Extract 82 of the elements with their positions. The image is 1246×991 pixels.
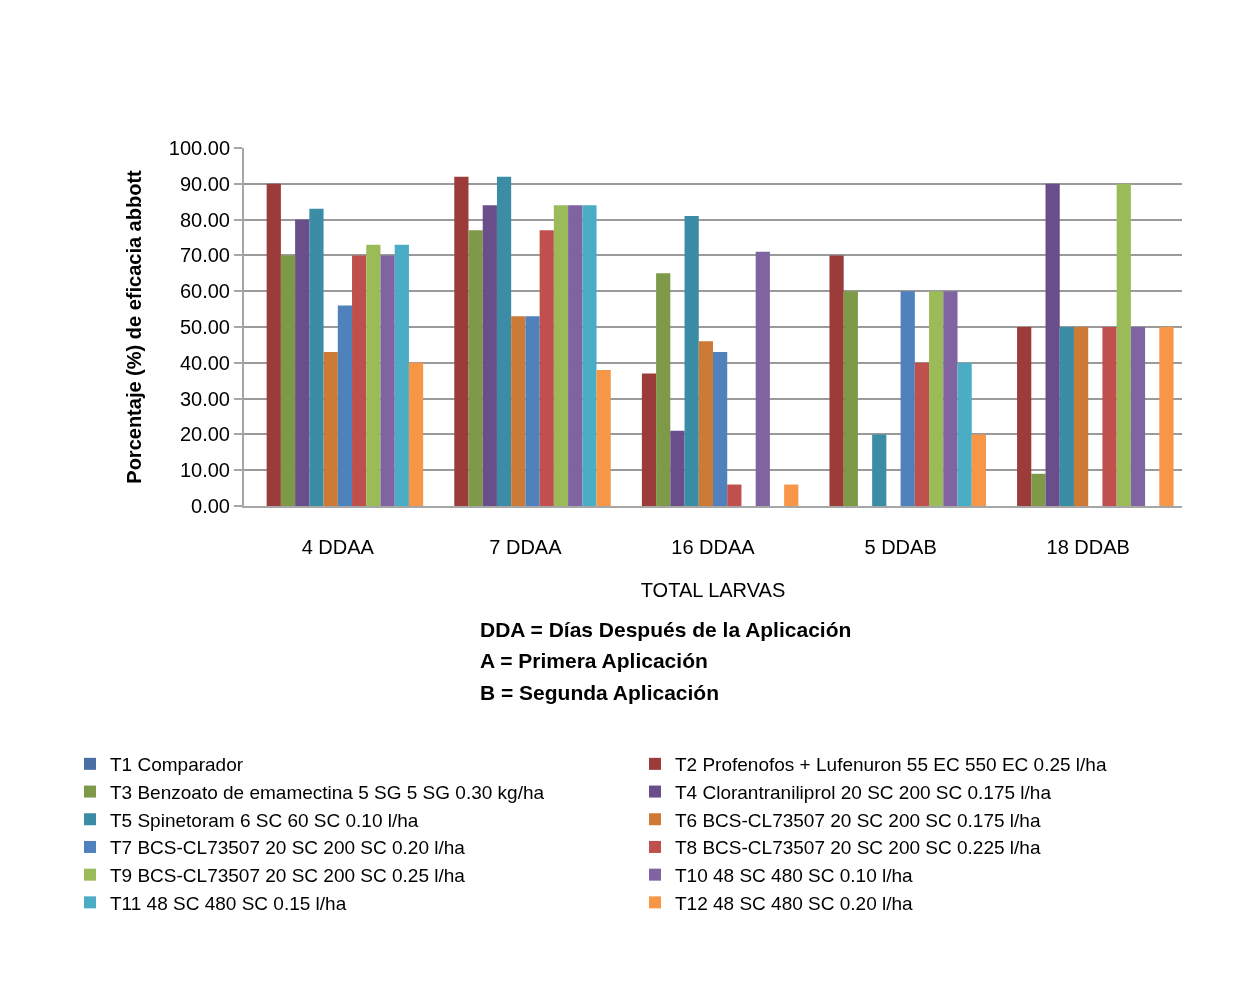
bar (656, 273, 671, 506)
bar (713, 352, 728, 506)
bar (366, 244, 381, 506)
bar (380, 255, 395, 506)
bar (323, 352, 338, 506)
bar (1130, 327, 1146, 506)
y-tick-label: 20.00 (179, 423, 230, 446)
text: DDA = Días Después de la Aplicación (480, 618, 852, 641)
legend-label: T12 48 SC 480 SC 0.20 l/ha (675, 892, 914, 914)
y-tick-label: 100.00 (168, 137, 230, 159)
bar (539, 230, 554, 506)
bar (1159, 327, 1174, 506)
bar (957, 362, 972, 506)
legend-label: T5 Spinetoram 6 SC 60 SC 0.10 l/ha (110, 809, 419, 831)
bar (408, 362, 424, 506)
y-tick-label: 80.00 (179, 208, 230, 231)
y-tick-label: 10.00 (179, 459, 230, 482)
bar (755, 251, 770, 506)
x-axis-title: TOTAL LARVAS (640, 579, 786, 601)
y-axis-title: Porcentaje (%) de eficacia abbott (122, 169, 145, 484)
y-tick-label: 40.00 (179, 351, 230, 374)
bar (872, 434, 887, 506)
legend-label: T1 Comparador (110, 754, 244, 776)
legend-label: T10 48 SC 480 SC 0.10 l/ha (675, 865, 914, 887)
x-tick-label: 4 DDAA (301, 536, 375, 558)
y-tick-label: 0.00 (191, 495, 230, 517)
bar (900, 291, 915, 506)
bar (698, 341, 713, 506)
y-tick-label: 60.00 (179, 280, 230, 303)
bar (929, 291, 944, 506)
bar (553, 205, 569, 506)
bar (352, 255, 367, 506)
bar (525, 316, 540, 506)
bar (1073, 327, 1089, 506)
bar (943, 291, 958, 506)
bar (454, 176, 469, 506)
y-tick-label: 50.00 (179, 316, 230, 338)
bar (568, 205, 583, 506)
bar (1059, 327, 1074, 506)
legend-label: T8 BCS-CL73507 20 SC 200 SC 0.225 l/ha (675, 837, 1041, 859)
y-tick-label: 90.00 (179, 172, 230, 195)
x-tick-label: 16 DDAA (671, 536, 756, 558)
legend-label: T6 BCS-CL73507 20 SC 200 SC 0.175 l/ha (675, 809, 1041, 831)
x-tick-label: 7 DDAA (489, 536, 563, 558)
legend-label: T7 BCS-CL73507 20 SC 200 SC 0.20 l/ha (110, 837, 466, 859)
bar (971, 434, 986, 506)
bar (784, 484, 799, 506)
legend-label: T9 BCS-CL73507 20 SC 200 SC 0.25 l/ha (110, 865, 466, 887)
text: B = Segunda Aplicación (480, 681, 720, 704)
bar (482, 205, 497, 506)
x-tick-label: 18 DDAB (1046, 536, 1130, 558)
bar (582, 205, 597, 506)
bar (266, 183, 281, 506)
bar (829, 255, 844, 506)
bar (309, 208, 324, 506)
legend-label: T2 Profenofos + Lufenuron 55 EC 550 EC 0.25 l/ha (675, 754, 1107, 776)
legend-label: T3 Benzoato de emamectina 5 SG 5 SG 0.30 kg/ha (110, 781, 545, 803)
bar (295, 219, 310, 506)
bar (1031, 473, 1046, 506)
bar (596, 369, 611, 506)
text: A = Primera Aplicación (480, 649, 708, 672)
y-tick-label: 30.00 (179, 387, 230, 410)
bar (337, 305, 353, 506)
y-tick-label: 70.00 (179, 244, 230, 267)
legend-label: T11 48 SC 480 SC 0.15 l/ha (110, 892, 347, 914)
bar (1045, 183, 1060, 506)
x-tick-label: 5 DDAB (864, 536, 937, 558)
bar (1017, 327, 1032, 506)
bar (511, 316, 526, 506)
bar (1102, 327, 1117, 506)
bar (843, 291, 858, 506)
bar (468, 230, 483, 506)
bar (496, 176, 512, 506)
bar (641, 373, 657, 506)
bar (670, 430, 685, 506)
bar (394, 244, 409, 506)
bar (1116, 183, 1131, 506)
bar (280, 255, 296, 506)
legend-label: T4 Clorantraniliprol 20 SC 200 SC 0.175 l/ha (675, 781, 1052, 803)
bar (914, 362, 930, 506)
bar (727, 484, 742, 506)
bar (684, 216, 699, 506)
